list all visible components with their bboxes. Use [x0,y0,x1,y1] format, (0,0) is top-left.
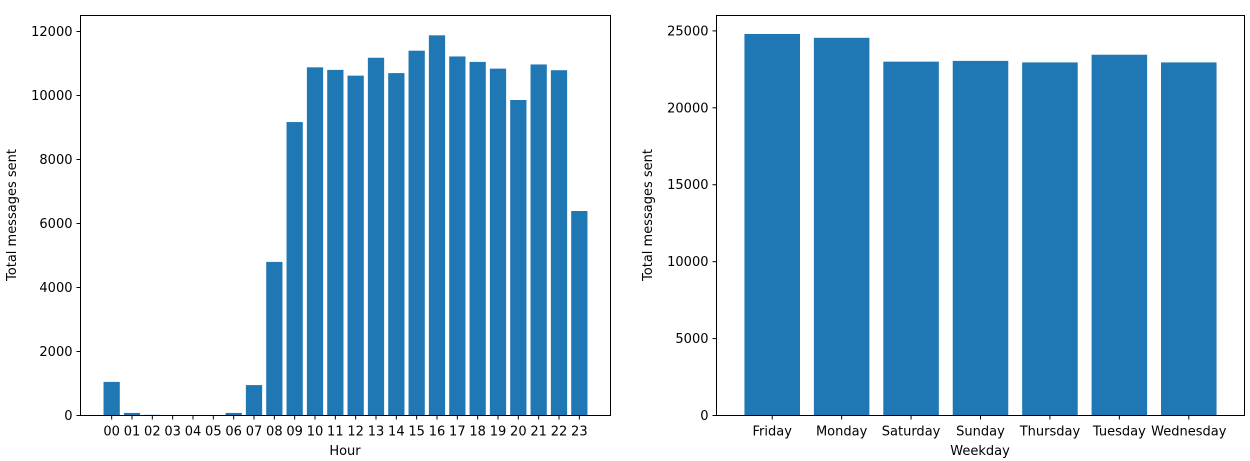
hour-x-tick-label: 23 [571,425,588,440]
hour-y-tick-label: 10000 [31,89,72,104]
weekday-y-tick-label: 0 [700,409,708,424]
hour-y-axis-title: Total messages sent [5,149,20,282]
weekday-bar-monday [813,37,870,416]
weekday-x-tick-label: Saturday [882,425,941,440]
weekday-plot-frame [716,15,1245,416]
hour-bar-16 [428,35,446,416]
weekday-x-tick-label: Wednesday [1151,425,1227,440]
hour-x-tick-label: 20 [510,425,527,440]
hour-y-tick-label: 4000 [39,281,72,296]
hour-x-tick-label: 08 [266,425,283,440]
hour-bar-22 [550,70,568,416]
hour-x-tick-label: 22 [551,425,568,440]
weekday-y-tick-label: 10000 [667,255,708,270]
weekday-x-tick-label: Tuesday [1092,425,1146,440]
weekday-x-tick-label: Friday [753,425,793,440]
weekday-bar-saturday [883,61,939,416]
hour-bar-14 [388,73,405,416]
weekday-chart: 0 5000 10000 15000 20000 25000 Friday Monday Sa… [641,15,1245,459]
hour-x-tick-label: 05 [205,425,222,440]
weekday-x-tick-label: Thursday [1019,425,1081,440]
weekday-x-tick-label: Monday [816,425,868,440]
hour-x-tick-label: 10 [307,425,324,440]
weekday-bar-friday [744,33,800,416]
hour-bar-17 [449,56,466,416]
hour-bar-15 [408,50,425,416]
hour-bar-06 [225,412,242,416]
hour-x-tick-label: 21 [530,425,547,440]
weekday-y-tick-label: 25000 [667,24,708,39]
hour-x-tick-label: 07 [246,425,263,440]
hour-x-tick-label: 02 [144,425,161,440]
weekday-bar-sunday [952,60,1009,416]
weekday-y-axis: 0 5000 10000 15000 20000 25000 [667,24,717,424]
hour-bar-20 [510,99,527,416]
hour-x-tick-label: 11 [327,425,344,440]
hour-x-tick-label: 13 [368,425,385,440]
hour-bar-12 [347,75,364,416]
hour-bar-10 [306,67,324,416]
weekday-x-axis-title: Weekday [950,444,1010,459]
hour-x-tick-label: 00 [103,425,120,440]
hour-x-tick-label: 09 [286,425,303,440]
weekday-y-tick-label: 15000 [667,178,708,193]
weekday-x-tick-label: Sunday [956,425,1005,440]
hour-y-tick-label: 0 [64,409,72,424]
hour-y-tick-label: 6000 [39,217,72,232]
weekday-bars [744,33,1217,416]
weekday-bar-thursday [1022,62,1078,416]
hour-x-axis-title: Hour [329,444,361,459]
hour-x-tick-label: 15 [408,425,425,440]
hour-x-tick-label: 16 [429,425,446,440]
hour-x-tick-label: 19 [490,425,507,440]
weekday-y-axis-title: Total messages sent [641,149,656,282]
hour-x-tick-label: 14 [388,425,405,440]
weekday-bar-wednesday [1161,62,1217,416]
hour-bar-13 [367,57,385,416]
hour-bar-19 [489,68,507,416]
hour-bar-11 [327,69,344,416]
hour-bar-18 [469,61,486,416]
hour-bar-08 [266,261,283,416]
hour-x-tick-label: 04 [185,425,202,440]
hour-bar-09 [286,122,303,416]
hour-y-tick-label: 12000 [31,25,72,40]
weekday-y-tick-label: 5000 [675,332,708,347]
hour-x-tick-label: 03 [164,425,181,440]
hour-x-tick-label: 01 [124,425,141,440]
hour-x-tick-label: 18 [469,425,486,440]
weekday-x-axis: Friday Monday Saturday Sunday Thursday Tuesda… [753,415,1227,440]
hour-bar-01 [123,412,141,416]
weekday-y-tick-label: 20000 [667,101,708,116]
hour-x-tick-label: 12 [347,425,364,440]
hour-bar-21 [530,64,547,416]
hour-y-axis: 0 2000 4000 6000 8000 10000 12000 [31,25,81,424]
hour-chart: 0 2000 4000 6000 8000 10000 12000 00 01 02 03 04 05… [5,15,611,459]
hour-bar-00 [103,381,120,416]
hour-bar-23 [571,211,588,416]
hour-x-tick-label: 06 [225,425,242,440]
hour-y-tick-label: 8000 [39,153,72,168]
hour-x-axis: 00 01 02 03 04 05 06 07 08 09 10 11 12 13 14 15 16 17 18 19… [103,415,588,440]
hour-bars [103,35,588,416]
hour-plot-frame [80,15,611,416]
hour-y-tick-label: 2000 [39,345,72,360]
hour-x-tick-label: 17 [449,425,466,440]
weekday-bar-tuesday [1091,54,1148,416]
hour-bar-07 [245,385,263,416]
